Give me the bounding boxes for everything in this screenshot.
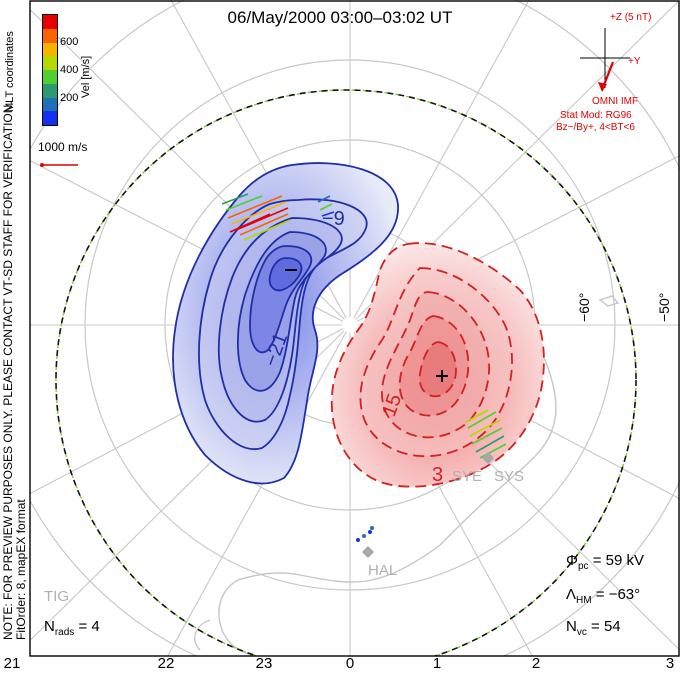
imf-y-label: +Y [628, 56, 641, 67]
stat-nrads-value: = 4 [78, 618, 100, 635]
stat-nrads-symbol: N [44, 618, 55, 635]
stat-lambda-value: = −63° [595, 586, 641, 603]
velocity-vectors-south [356, 526, 374, 542]
negative-contour-5 [268, 257, 303, 292]
preview-note-line2: FitOrder: 8, mapEX format [14, 499, 28, 640]
station-sye: SYE [452, 468, 483, 485]
imf-model-label: Stat Mod: RG96 [560, 110, 632, 121]
color-bar-segment [43, 56, 57, 70]
velocity-tick-600: 600 [60, 36, 79, 48]
preview-note: NOTE: FOR PREVIEW PURPOSES ONLY. PLEASE … [1, 101, 28, 640]
velocity-tick-200: 200 [60, 92, 79, 104]
mlt-coordinates-label: MLT coordinates [4, 31, 16, 112]
negative-potential-cell [172, 162, 399, 485]
contour-label-pos3: 3 [432, 464, 444, 486]
stat-lambda-subscript: HM [576, 595, 592, 606]
color-bar-segment [43, 83, 57, 98]
velocity-vectors-dusk [221, 193, 335, 241]
imf-z-label: +Z (5 nT) [610, 12, 652, 23]
stat-phi-pc: Φpc = 59 kV [566, 552, 644, 572]
velocity-color-bar [42, 14, 58, 126]
imf-dial [580, 28, 630, 92]
stat-nrads-subscript: rads [54, 627, 75, 638]
mlt-tick-2: 2 [531, 655, 541, 672]
imf-source-label: OMNI IMF [592, 96, 639, 107]
stat-lambda-hm: ΛHM = −63° [566, 586, 640, 606]
mlt-tick-3: 3 [665, 655, 675, 672]
radar-site-markers [362, 452, 494, 558]
latitude-label-60: −60° [576, 292, 592, 322]
potential-max-marker [436, 370, 448, 382]
velocity-tick-400: 400 [60, 64, 79, 76]
stat-nrads: Nrads = 4 [44, 618, 100, 638]
stat-nvc-symbol: N [566, 618, 577, 635]
stat-phi-subscript: pc [577, 561, 589, 572]
color-bar-segment [43, 28, 57, 43]
latitude-label-50: −50° [656, 292, 672, 322]
stat-nvc-subscript: vc [576, 627, 587, 638]
station-sys: SYS [494, 468, 525, 485]
color-bar-segment [43, 70, 57, 84]
stat-lambda-symbol: Λ [566, 586, 577, 603]
velocity-vectors-dawn [465, 409, 507, 459]
mlt-tick-22: 22 [157, 655, 175, 672]
color-bar-segment [43, 111, 57, 125]
color-bar-segment [43, 15, 57, 29]
mlt-tick-0: 0 [345, 655, 355, 672]
contour-label-neg9: −9 [322, 208, 345, 230]
stat-nvc: Nvc = 54 [566, 618, 621, 638]
color-bar-segment [43, 97, 57, 112]
velocity-unit-label: Vel [m/s] [80, 55, 92, 98]
reference-vector-label: 1000 m/s [38, 140, 88, 154]
magnetic-pole-marker [342, 317, 358, 333]
stat-nvc-value: = 54 [591, 618, 621, 635]
stat-phi-symbol: Φ [566, 552, 578, 569]
boundary-green-overlay [55, 89, 637, 656]
station-tig: TIG [44, 588, 69, 605]
station-hal: HAL [368, 562, 398, 579]
reference-vector-dot [40, 163, 44, 167]
mlt-tick-21: 21 [3, 655, 21, 672]
positive-potential-cell [330, 242, 545, 488]
plot-title: 06/May/2000 03:00–03:02 UT [227, 8, 453, 27]
imf-condition-label: Bz−/By+, 4<BT<6 [556, 122, 635, 133]
color-bar-segment [43, 42, 57, 57]
heppner-maynard-boundary [55, 89, 637, 656]
stat-phi-value: = 59 kV [592, 552, 644, 569]
positive-contour-4 [418, 341, 457, 398]
mlt-tick-23: 23 [255, 655, 273, 672]
plot-frame [29, 0, 680, 657]
mlt-tick-1: 1 [432, 655, 442, 672]
